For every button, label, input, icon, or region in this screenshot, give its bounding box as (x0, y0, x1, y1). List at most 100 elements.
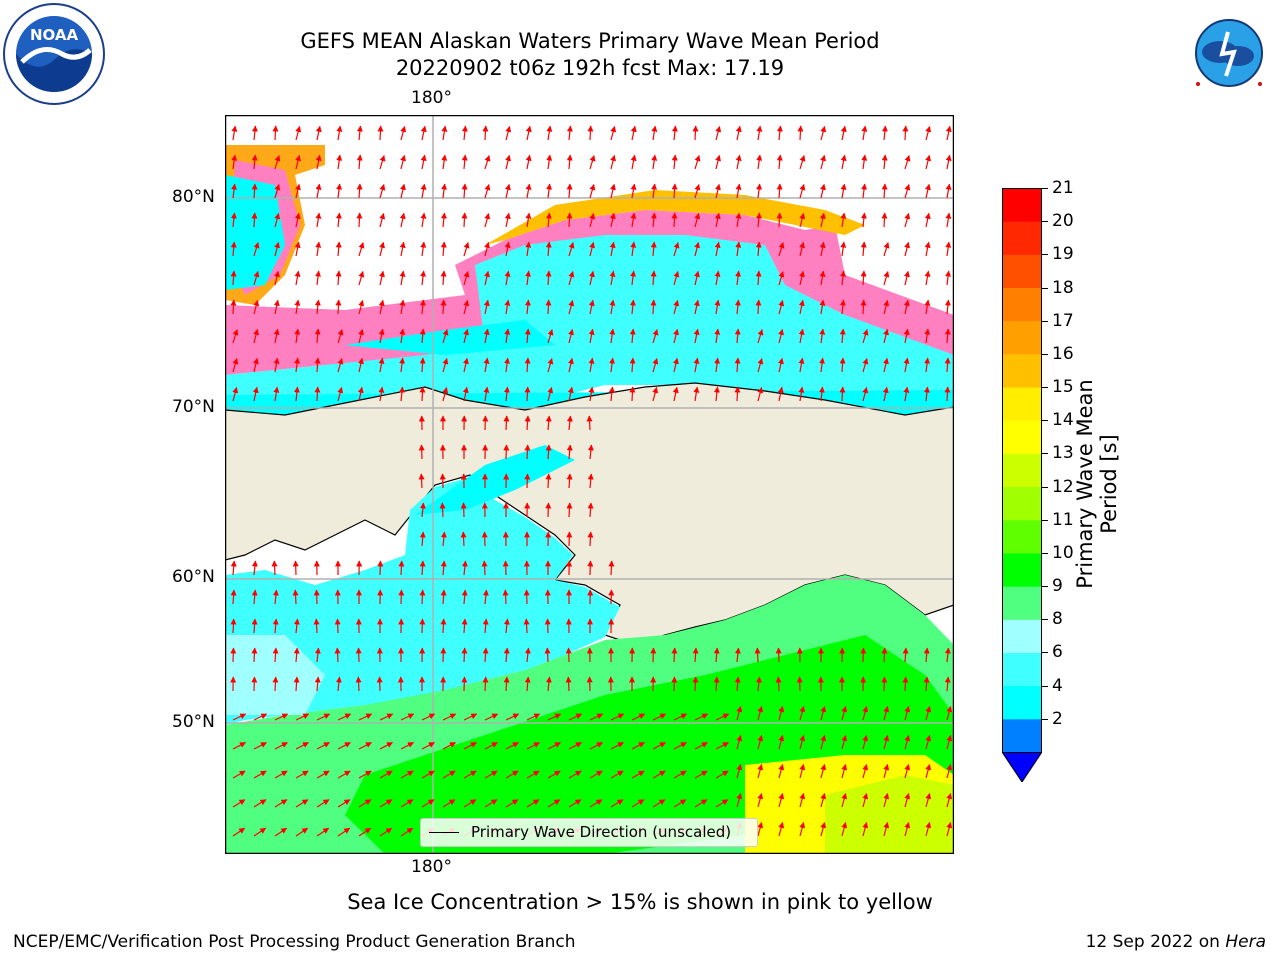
direction-arrow (736, 792, 743, 808)
direction-arrow (400, 770, 414, 779)
direction-arrow (545, 241, 552, 257)
direction-arrow (608, 386, 615, 402)
direction-arrow (231, 154, 238, 170)
direction-arrow (820, 763, 827, 779)
noaa-logo: NOAA (2, 2, 106, 106)
direction-arrow (631, 770, 645, 779)
direction-arrow (547, 770, 561, 779)
colorbar-tick-mark (1042, 652, 1048, 654)
direction-arrow (714, 299, 721, 315)
direction-arrow (505, 770, 519, 779)
direction-arrow (272, 125, 279, 141)
direction-arrow (736, 763, 743, 779)
direction-arrow (862, 763, 869, 779)
direction-arrow (274, 183, 281, 199)
direction-arrow (526, 742, 540, 750)
direction-arrow (924, 299, 931, 315)
direction-arrow (651, 125, 658, 141)
direction-arrow (420, 241, 427, 257)
direction-arrow (734, 647, 741, 663)
direction-arrow (400, 713, 415, 721)
direction-arrow (379, 742, 393, 750)
direction-arrow (440, 618, 447, 634)
direction-arrow (840, 241, 847, 257)
direction-arrow (778, 270, 785, 286)
direction-arrow (775, 676, 782, 692)
direction-arrow (757, 763, 764, 779)
direction-arrow (316, 799, 330, 808)
direction-arrow (714, 328, 721, 344)
direction-arrow (925, 705, 932, 721)
direction-arrow (902, 676, 909, 692)
direction-arrow (442, 770, 456, 779)
direction-arrow (777, 386, 784, 402)
direction-arrow (294, 357, 301, 373)
legend-line-swatch (429, 832, 459, 833)
colorbar-tick-mark (1042, 718, 1048, 720)
direction-arrow (524, 676, 531, 692)
direction-arrow (545, 415, 552, 431)
direction-arrow (358, 827, 372, 837)
direction-arrow (504, 328, 511, 344)
colorbar-tick-mark (1042, 353, 1048, 355)
direction-arrow (589, 155, 596, 170)
direction-arrow (524, 386, 531, 402)
direction-arrow (945, 183, 952, 199)
direction-arrow (295, 799, 309, 808)
direction-arrow (483, 386, 490, 402)
direction-arrow (399, 299, 406, 315)
direction-arrow (755, 241, 762, 257)
direction-arrow (840, 183, 847, 199)
direction-arrow (567, 386, 574, 402)
direction-arrow (841, 763, 848, 779)
footer-host: Hera (1225, 932, 1266, 952)
lon-label-top: 180° (411, 88, 452, 108)
direction-arrow (609, 241, 616, 257)
direction-arrow (839, 386, 846, 402)
direction-arrow (589, 799, 603, 808)
colorbar-segment (1002, 486, 1042, 521)
direction-arrow (568, 742, 582, 750)
direction-arrow (944, 299, 951, 315)
direction-arrow (924, 270, 931, 286)
direction-arrow (358, 357, 364, 373)
direction-arrow (400, 799, 414, 808)
direction-arrow (944, 676, 951, 692)
direction-arrow (673, 770, 687, 779)
direction-arrow (904, 212, 911, 228)
direction-arrow (734, 299, 741, 315)
direction-arrow (609, 328, 616, 344)
direction-arrow (734, 676, 741, 692)
direction-arrow (379, 270, 385, 286)
direction-arrow (587, 125, 594, 141)
direction-arrow (589, 270, 595, 286)
direction-arrow (692, 647, 699, 663)
direction-arrow (547, 329, 554, 344)
direction-arrow (293, 618, 300, 634)
direction-arrow (588, 328, 595, 344)
direction-arrow (861, 125, 868, 141)
colorbar-tick-labels: 21 20 19 18 17 16 15 14 13 12 11 10 9 8 6 4 2 (1042, 178, 1110, 778)
direction-arrow (295, 713, 310, 721)
direction-arrow (650, 212, 657, 228)
colorbar-segment (1002, 320, 1042, 355)
colorbar-tick-mark (1042, 519, 1048, 521)
direction-arrow (482, 647, 489, 663)
direction-arrow (904, 241, 910, 257)
direction-arrow (484, 212, 491, 228)
direction-arrow (652, 713, 667, 721)
direction-arrow (295, 770, 309, 779)
direction-arrow (337, 329, 344, 344)
direction-arrow (314, 647, 321, 663)
colorbar-tick-mark (1042, 453, 1048, 455)
colorbar-tick-mark (1042, 320, 1048, 322)
direction-arrow (484, 799, 498, 808)
direction-arrow (503, 647, 510, 663)
direction-arrow (273, 386, 280, 402)
direction-arrow (484, 241, 490, 257)
direction-arrow (776, 212, 783, 228)
colorbar-tick: 13 (1052, 443, 1074, 464)
colorbar-segment (1002, 287, 1042, 322)
direction-arrow (356, 212, 363, 228)
direction-arrow (251, 618, 258, 634)
